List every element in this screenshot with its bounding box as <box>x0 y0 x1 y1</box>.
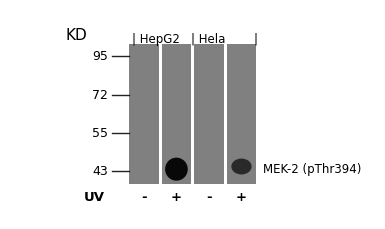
Text: 72: 72 <box>92 89 108 102</box>
Text: MEK-2 (pThr394): MEK-2 (pThr394) <box>263 162 362 175</box>
Bar <box>226 45 256 184</box>
Ellipse shape <box>165 158 188 181</box>
Text: KD: KD <box>65 28 87 43</box>
Text: -: - <box>141 191 146 204</box>
Text: |: | <box>253 33 258 45</box>
Ellipse shape <box>231 159 252 175</box>
Text: -: - <box>206 191 211 204</box>
Text: | Hela: | Hela <box>191 33 225 45</box>
Bar <box>162 45 191 184</box>
Text: 55: 55 <box>92 127 108 140</box>
Text: 95: 95 <box>92 50 108 63</box>
Text: | HepG2: | HepG2 <box>132 33 179 45</box>
Bar <box>129 45 159 184</box>
Text: +: + <box>235 191 246 204</box>
Text: +: + <box>170 191 181 204</box>
Text: 43: 43 <box>92 165 108 178</box>
Text: UV: UV <box>84 191 105 204</box>
Bar <box>194 45 224 184</box>
